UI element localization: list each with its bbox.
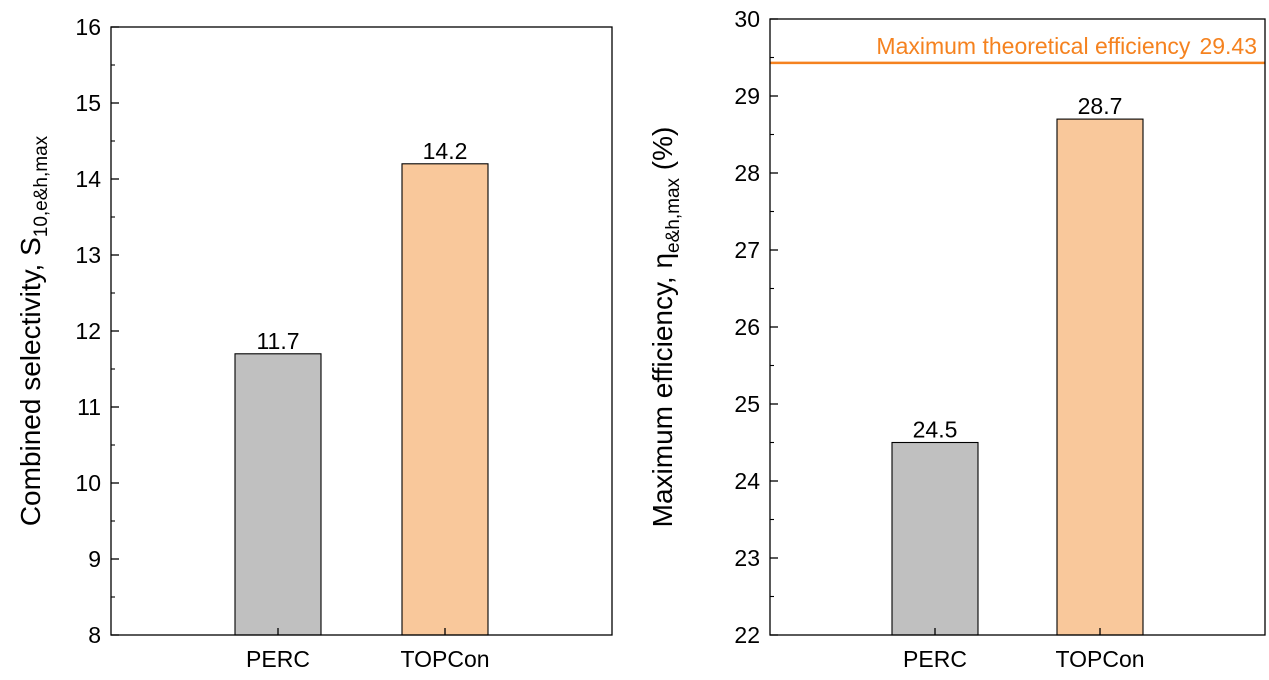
plot-frame [769,18,1266,636]
category-label: PERC [246,646,310,672]
data-labels-group: 11.7 14.2 [256,138,467,354]
y-tick-label: 23 [734,545,760,571]
y-tick-label: 24 [734,468,760,494]
data-label: 28.7 [1078,93,1123,119]
ticks-group: 22 23 24 25 26 27 28 29 30 [734,6,778,648]
data-label: 24.5 [913,417,958,443]
y-tick-label: 27 [734,237,760,263]
data-labels-group: 24.5 28.7 [913,93,1123,442]
y-axis-label-subscript: e&h,max [663,177,684,252]
reference-line-value: 29.43 [1199,33,1257,59]
y-tick-label: 29 [734,83,760,109]
y-axis-label-main: Combined selectivity, S [15,237,46,526]
y-tick-label: 26 [734,314,760,340]
plot-frame [110,26,613,636]
selectivity-chart: 11.7 14.2 8 9 10 11 12 13 14 15 16 PERC TOPCon Com… [15,14,613,672]
category-label: TOPCon [400,646,489,672]
y-tick-label: 8 [88,622,101,648]
data-label: 11.7 [256,328,299,354]
y-tick-label: 14 [75,166,101,192]
y-tick-label: 12 [75,318,101,344]
y-tick-label: 13 [75,242,101,268]
category-label: PERC [903,646,967,672]
y-tick-label: 22 [734,622,760,648]
y-tick-label: 15 [75,90,101,116]
ticks-group: 8 9 10 11 12 13 14 15 16 [75,14,119,648]
reference-line-label: Maximum theoretical efficiency 29.43 [876,33,1257,59]
bar-topcon [1056,118,1144,636]
y-tick-label: 16 [75,14,101,40]
y-axis-label-subscript: 10,e&h,max [31,135,52,237]
bars-group [234,163,489,636]
category-labels-group: PERC TOPCon [246,628,490,672]
efficiency-chart: 24.5 28.7 22 23 24 25 26 27 28 29 30 PERC TOPCon M… [647,6,1266,672]
y-tick-label: 28 [734,160,760,186]
y-axis-label: Maximum efficiency, ηe&h,max (%) [647,127,684,528]
data-label: 14.2 [423,138,468,164]
bar-perc [891,441,979,636]
y-tick-label: 11 [77,394,101,420]
y-tick-label: 10 [75,470,101,496]
y-axis-label-main: Maximum efficiency, η [647,253,678,527]
y-axis-label: Combined selectivity, S10,e&h,max [15,135,52,526]
bar-perc [234,353,322,636]
y-axis-label-unit: (%) [647,127,678,178]
y-tick-label: 9 [88,546,101,572]
y-tick-label: 25 [734,391,760,417]
category-labels-group: PERC TOPCon [903,628,1145,672]
reference-line-text: Maximum theoretical efficiency [876,33,1191,59]
bars-group [891,118,1144,636]
category-label: TOPCon [1055,646,1144,672]
bar-topcon [401,163,489,636]
y-tick-label: 30 [734,6,760,32]
